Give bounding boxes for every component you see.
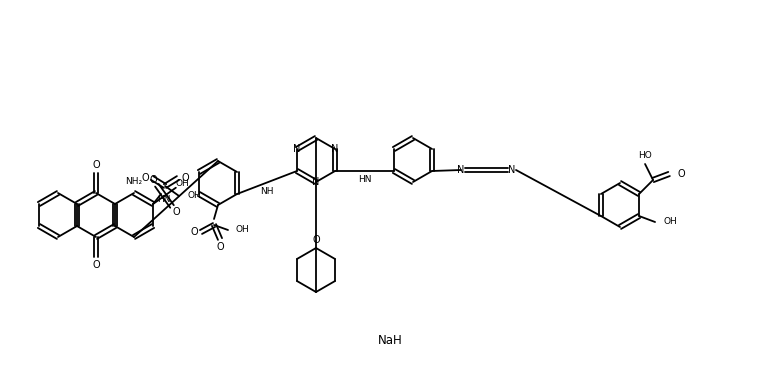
- Text: HN: HN: [157, 195, 170, 204]
- Text: OH: OH: [175, 178, 189, 188]
- Text: NH₂: NH₂: [125, 177, 142, 185]
- Text: N: N: [508, 165, 515, 175]
- Text: N: N: [457, 165, 465, 175]
- Text: N: N: [332, 144, 339, 154]
- Text: OH: OH: [187, 191, 201, 201]
- Text: N: N: [293, 144, 300, 154]
- Text: OH: OH: [663, 217, 676, 226]
- Text: HN: HN: [357, 176, 371, 184]
- Text: O: O: [312, 235, 320, 245]
- Text: O: O: [677, 169, 685, 179]
- Text: O: O: [92, 160, 100, 170]
- Text: NH: NH: [260, 187, 274, 196]
- Text: NaH: NaH: [378, 333, 403, 347]
- Text: O: O: [190, 227, 198, 237]
- Text: O: O: [181, 173, 189, 183]
- Text: O: O: [142, 173, 149, 183]
- Text: O: O: [149, 174, 156, 185]
- Text: N: N: [312, 177, 320, 187]
- Text: O: O: [216, 242, 224, 252]
- Text: HO: HO: [638, 151, 652, 159]
- Text: O: O: [92, 260, 100, 270]
- Text: O: O: [172, 207, 180, 217]
- Text: OH: OH: [236, 226, 249, 234]
